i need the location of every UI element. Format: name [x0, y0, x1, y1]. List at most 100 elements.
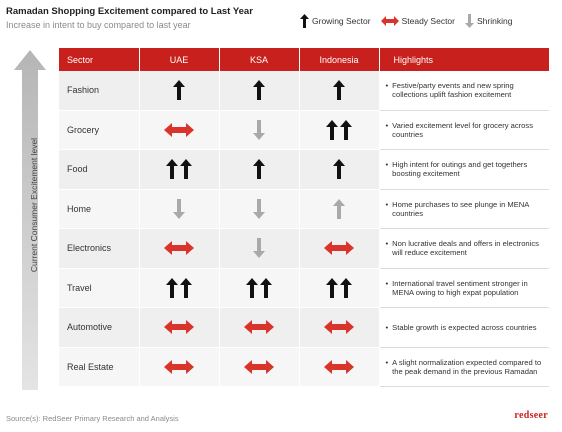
double-arrow-icon — [324, 318, 354, 335]
table-row: Grocery • Varied excitement level for groc… — [59, 110, 549, 150]
column-header: KSA — [219, 48, 300, 71]
highlight-text: A slight normalization expected compared… — [392, 357, 542, 376]
bullet-icon: • — [385, 81, 389, 91]
uae-trend-cell — [139, 347, 220, 387]
uae-trend-cell — [139, 71, 220, 111]
column-header: UAE — [139, 48, 220, 71]
double-up-arrow-icon — [326, 277, 352, 298]
legend-item-steady: Steady Sector — [380, 16, 455, 26]
table-header-row: Sector UAE KSA Indonesia Highlights — [59, 48, 549, 71]
legend-label: Steady Sector — [401, 16, 455, 26]
double-up-arrow-icon — [246, 277, 272, 298]
highlight-cell: • High intent for outings and get togethe… — [379, 149, 549, 190]
indonesia-trend-cell — [299, 347, 380, 387]
double-up-arrow-icon — [166, 159, 192, 180]
legend-label: Shrinking — [476, 16, 513, 26]
sector-cell: Grocery — [59, 110, 140, 150]
ksa-trend-cell — [219, 347, 300, 387]
bullet-icon: • — [385, 199, 389, 209]
table-row: Food • High intent for outings and get tog… — [59, 149, 549, 190]
double-arrow-icon — [164, 358, 194, 375]
highlight-cell: • International travel sentiment stronger… — [379, 268, 549, 308]
double-arrow-icon — [380, 16, 399, 26]
highlight-text: Stable growth is expected across countri… — [392, 322, 537, 332]
up-arrow-icon — [300, 14, 309, 28]
double-arrow-icon — [324, 239, 354, 256]
page-subtitle: Increase in intent to buy compared to la… — [6, 20, 191, 30]
uae-trend-cell — [139, 228, 220, 269]
column-header: Highlights — [379, 48, 549, 71]
column-header: Sector — [59, 48, 140, 71]
double-arrow-icon — [244, 318, 274, 335]
double-up-arrow-icon — [166, 277, 192, 298]
bullet-icon: • — [385, 357, 389, 367]
up-arrow-icon — [253, 80, 265, 101]
bullet-icon: • — [385, 278, 389, 288]
indonesia-trend-cell — [299, 149, 380, 190]
highlight-cell: • A slight normalization expected compare… — [379, 347, 549, 387]
highlight-cell: • Non lucrative deals and offers in elect… — [379, 228, 549, 269]
highlight-text: Home purchases to see plunge in MENA cou… — [392, 199, 529, 218]
down-arrow-icon — [253, 238, 265, 259]
bullet-icon: • — [385, 239, 389, 249]
highlight-cell: • Stable growth is expected across countr… — [379, 307, 549, 348]
highlight-text: High intent for outings and get together… — [392, 160, 528, 179]
ksa-trend-cell — [219, 189, 300, 229]
y-axis-label: Current Consumer Excitement level — [29, 137, 39, 273]
double-arrow-icon — [244, 358, 274, 375]
sector-cell: Home — [59, 189, 140, 229]
highlight-text: International travel sentiment stronger … — [392, 278, 528, 297]
uae-trend-cell — [139, 149, 220, 190]
light-up-arrow-icon — [333, 198, 345, 219]
legend-item-growing: Growing Sector — [300, 14, 371, 28]
down-arrow-icon — [253, 119, 265, 140]
highlight-cell: • Home purchases to see plunge in MENA co… — [379, 189, 549, 229]
sector-cell: Real Estate — [59, 347, 140, 387]
table-row: Automotive • Stable growth is expected acr… — [59, 307, 549, 348]
big-up-arrow-icon — [14, 50, 46, 390]
ksa-trend-cell — [219, 71, 300, 111]
down-arrow-icon — [253, 198, 265, 219]
sector-cell: Travel — [59, 268, 140, 308]
uae-trend-cell — [139, 307, 220, 348]
indonesia-trend-cell — [299, 189, 380, 229]
bullet-icon: • — [385, 322, 389, 332]
excitement-axis: Current Consumer Excitement level — [14, 50, 46, 390]
sector-cell: Automotive — [59, 307, 140, 348]
highlight-cell: • Festive/party events and new spring col… — [379, 71, 549, 111]
double-arrow-icon — [324, 358, 354, 375]
sector-table: Sector UAE KSA Indonesia Highlights Fash… — [59, 48, 549, 387]
down-arrow-icon — [464, 14, 474, 28]
sector-cell: Food — [59, 149, 140, 190]
double-arrow-icon — [164, 121, 194, 138]
up-arrow-icon — [333, 159, 345, 180]
brand-logo: redseer — [514, 410, 548, 421]
sector-cell: Electronics — [59, 228, 140, 269]
table-row: Home • Home purchases to see plunge in MEN… — [59, 189, 549, 229]
indonesia-trend-cell — [299, 307, 380, 348]
highlight-text: Festive/party events and new spring coll… — [392, 81, 514, 100]
ksa-trend-cell — [219, 268, 300, 308]
indonesia-trend-cell — [299, 110, 380, 150]
ksa-trend-cell — [219, 149, 300, 190]
highlight-text: Non lucrative deals and offers in electr… — [392, 239, 539, 258]
ksa-trend-cell — [219, 228, 300, 269]
ksa-trend-cell — [219, 110, 300, 150]
indonesia-trend-cell — [299, 228, 380, 269]
bullet-icon: • — [385, 120, 389, 130]
legend-label: Growing Sector — [312, 16, 371, 26]
ksa-trend-cell — [219, 307, 300, 348]
legend: Growing Sector Steady Sector Shrinking — [300, 14, 522, 28]
up-arrow-icon — [333, 80, 345, 101]
source-note: Source(s): RedSeer Primary Research and … — [6, 414, 179, 423]
table-row: Fashion • Festive/party events and new spr… — [59, 71, 549, 111]
indonesia-trend-cell — [299, 268, 380, 308]
indonesia-trend-cell — [299, 71, 380, 111]
sector-cell: Fashion — [59, 71, 140, 111]
bullet-icon: • — [385, 160, 389, 170]
up-arrow-icon — [173, 80, 185, 101]
table-row: Travel • International travel sentiment st… — [59, 268, 549, 308]
down-arrow-icon — [173, 198, 185, 219]
table-row: Electronics • Non lucrative deals and offe… — [59, 228, 549, 269]
uae-trend-cell — [139, 189, 220, 229]
